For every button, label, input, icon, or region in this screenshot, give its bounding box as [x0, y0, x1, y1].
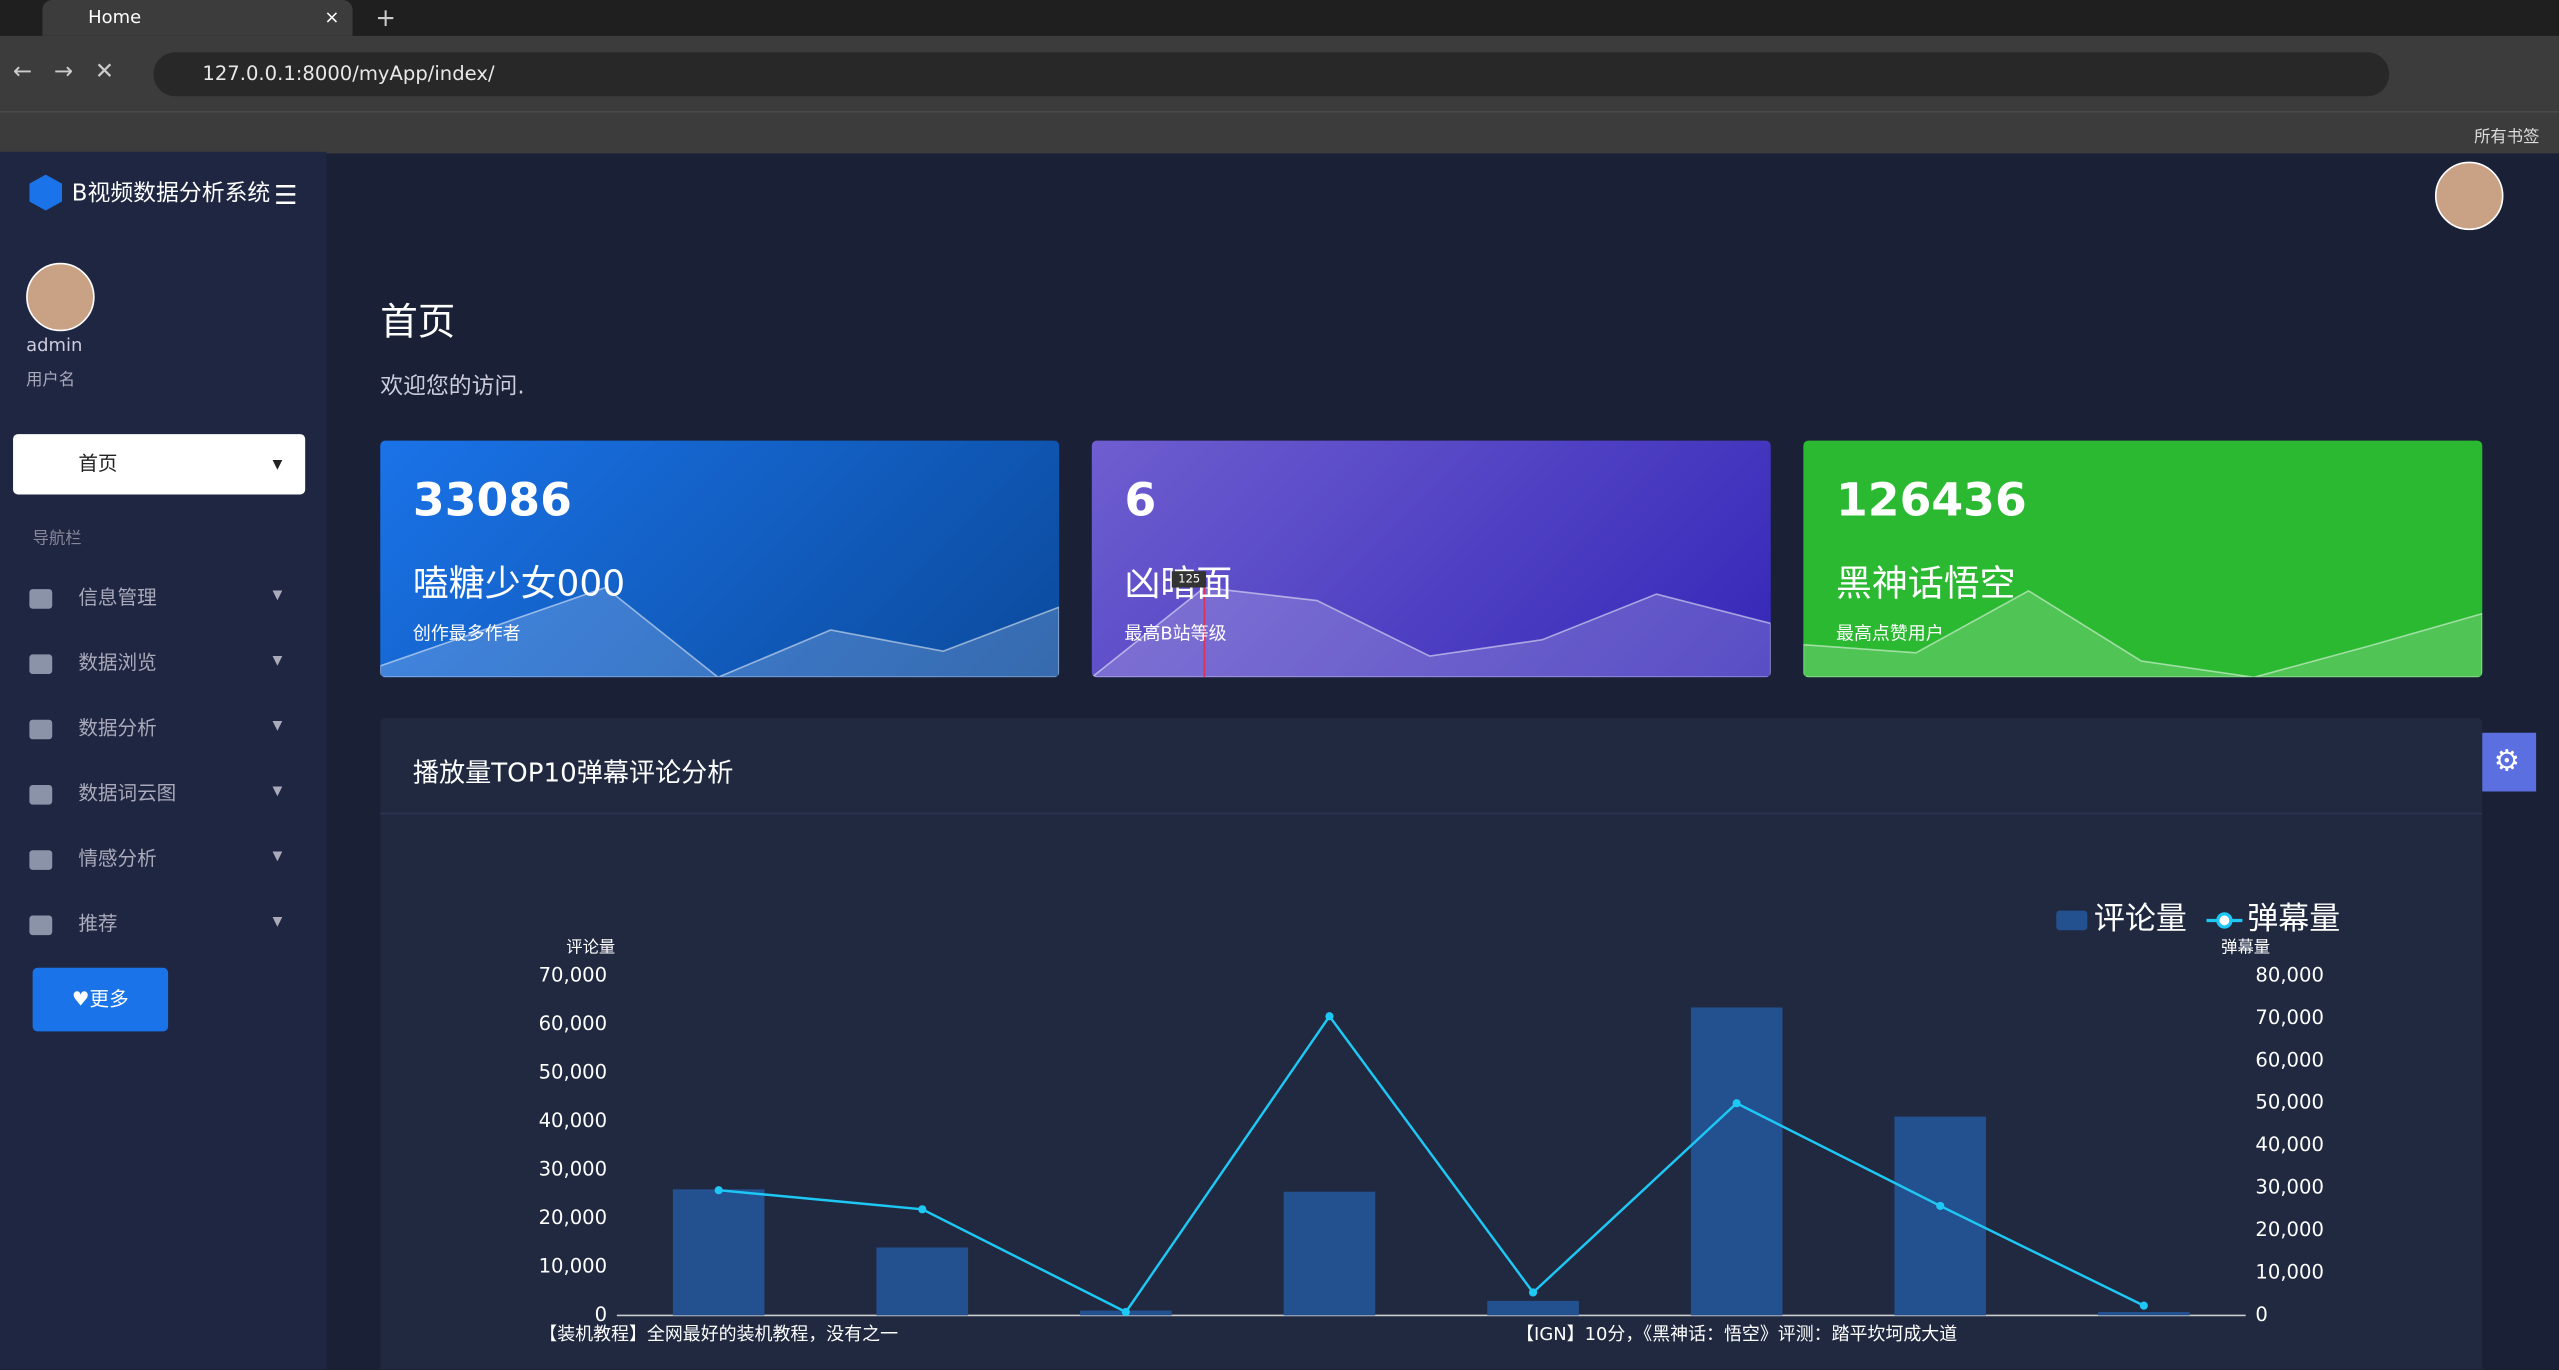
- avatar[interactable]: [26, 262, 95, 332]
- bar: [1487, 1300, 1579, 1316]
- menu-label: 数据词云图: [78, 781, 177, 805]
- point: [1325, 1012, 1334, 1021]
- sparkline: [1803, 589, 2483, 678]
- y2-tick-label: 50,000: [2255, 1091, 2324, 1114]
- user-name: admin: [26, 334, 83, 356]
- y2-axis-title: 弹幕量: [2221, 938, 2270, 957]
- tab-bar: [0, 0, 2559, 36]
- menu-toggle[interactable]: ☰: [274, 179, 298, 211]
- tooltip: 125: [1171, 571, 1207, 588]
- card-value: 33086: [412, 473, 572, 528]
- menu-label: 信息管理: [78, 585, 157, 609]
- y-tick-label: 30,000: [539, 1157, 608, 1180]
- y-tick-label: 10,000: [539, 1254, 608, 1277]
- button-label: 更多: [89, 987, 129, 1011]
- user-role: 用户名: [26, 372, 76, 391]
- menu-item[interactable]: 信息管理 ▾: [29, 583, 282, 611]
- point: [714, 1186, 723, 1195]
- card-value: 6: [1124, 473, 1157, 528]
- chart: 0 10,000 20,000 30,000 40,000 50,000 60,000 70,…: [539, 901, 2341, 1345]
- bar: [876, 1247, 969, 1316]
- y-tick-label: 50,000: [539, 1060, 608, 1083]
- point: [1732, 1099, 1741, 1108]
- x-tick-label: 【IGN】10分，《黑神话：悟空》评测：踏平坎坷成大道: [1516, 1324, 1957, 1345]
- sparkline: [1091, 571, 1771, 678]
- tab[interactable]: Home ×: [42, 0, 353, 36]
- divider: [380, 812, 2483, 815]
- line: [718, 1014, 2145, 1314]
- card-name: 嗑糖少女000: [412, 564, 626, 606]
- y2-tick-label: 60,000: [2255, 1048, 2324, 1071]
- menu-item[interactable]: 情感分析 ▾: [29, 844, 282, 872]
- y2-tick-label: 70,000: [2255, 1006, 2324, 1029]
- bar: [672, 1189, 765, 1316]
- tab-title: Home: [88, 6, 142, 28]
- address-bar[interactable]: 127.0.0.1:8000/myApp/index/: [153, 52, 2390, 97]
- menu-label: 情感分析: [78, 847, 157, 870]
- bar: [1894, 1116, 1987, 1316]
- y2-tick-label: 40,000: [2255, 1133, 2324, 1156]
- point: [1936, 1201, 1945, 1210]
- y2-tick-label: 20,000: [2255, 1218, 2324, 1241]
- y-tick-label: 0: [595, 1303, 607, 1326]
- bookmark-bar: 所有书签: [0, 110, 2559, 154]
- y2-tick-label: 30,000: [2255, 1176, 2324, 1199]
- new-tab[interactable]: +: [375, 3, 396, 33]
- y2-tick-label: 10,000: [2255, 1260, 2324, 1283]
- chart-title: 播放量TOP10弹幕评论分析: [412, 757, 734, 789]
- settings-button[interactable]: ⚙: [2477, 732, 2537, 792]
- point: [918, 1205, 927, 1214]
- card-caption: 最高点赞用户: [1836, 623, 1944, 645]
- bar: [1283, 1191, 1376, 1316]
- card-value: 126436: [1836, 473, 2027, 528]
- point: [1121, 1307, 1130, 1317]
- menu-label: 首页: [78, 452, 118, 475]
- nav-buttons[interactable]: ← → ✕: [13, 58, 115, 85]
- more-button[interactable]: ♥更多: [32, 967, 169, 1032]
- sidebar: [0, 151, 327, 1370]
- card-name: 黑神话悟空: [1836, 564, 2016, 606]
- brand: B视频数据分析系统: [71, 181, 271, 208]
- card-caption: 创作最多作者: [412, 623, 521, 645]
- y-tick-label: 60,000: [539, 1012, 608, 1035]
- bookmarks[interactable]: 所有书签: [2474, 128, 2540, 147]
- stat-card: 33086 嗑糖少女000 创作最多作者: [380, 440, 1060, 678]
- menu-active[interactable]: 首页 ▾: [13, 434, 306, 495]
- y2-tick-label: 0: [2255, 1303, 2267, 1326]
- menu-item[interactable]: 数据词云图 ▾: [29, 778, 282, 806]
- x-tick-label: 【装机教程】全网最好的装机教程，没有之一: [539, 1324, 898, 1345]
- legend-label: 评论量: [2094, 901, 2187, 937]
- stat-card: 126436 黑神话悟空最高点赞用户: [1803, 440, 2483, 678]
- card-caption: 最高B站等级: [1124, 623, 1227, 645]
- menu-label: 数据浏览: [78, 651, 157, 675]
- y-tick-label: 40,000: [539, 1109, 608, 1132]
- section-label: 导航栏: [32, 530, 82, 549]
- legend-swatch: [2216, 912, 2233, 929]
- y-tick-label: 20,000: [539, 1206, 608, 1229]
- page-subtitle: 欢迎您的访问.: [380, 373, 525, 400]
- menu-label: 推荐: [78, 912, 118, 936]
- y2-tick-label: 80,000: [2255, 963, 2324, 986]
- point: [1528, 1288, 1538, 1297]
- legend-swatch: [2056, 910, 2088, 931]
- legend-label: 弹幕量: [2247, 901, 2340, 937]
- menu-item[interactable]: 数据浏览 ▾: [29, 648, 282, 676]
- sparkline: [380, 586, 1060, 678]
- bar: [1690, 1007, 1783, 1316]
- y-tick-label: 70,000: [539, 963, 608, 986]
- menu-item[interactable]: 推荐 ▾: [29, 909, 282, 937]
- point: [2139, 1301, 2148, 1310]
- url: 127.0.0.1:8000/myApp/index/: [202, 62, 495, 85]
- y-axis-title: 评论量: [566, 938, 615, 957]
- page-title: 首页: [380, 301, 456, 345]
- top-avatar[interactable]: [2434, 161, 2504, 231]
- bar: [2098, 1311, 2190, 1316]
- menu-label: 数据分析: [78, 716, 157, 740]
- menu-item[interactable]: 数据分析 ▾: [29, 713, 282, 741]
- stat-card: 6凶暗面最高B站等级 125: [1091, 440, 1771, 678]
